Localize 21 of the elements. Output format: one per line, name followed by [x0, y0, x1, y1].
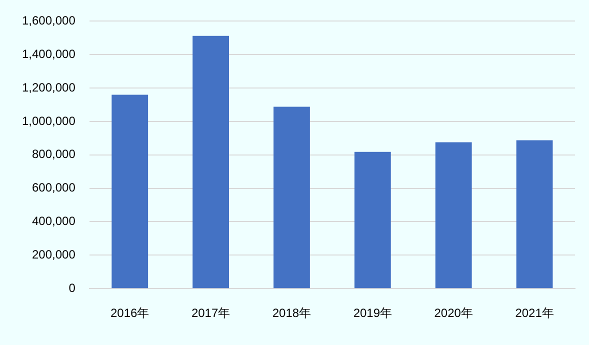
x-tick-label: 2016年: [110, 306, 150, 320]
x-tick-label: 2018年: [272, 306, 312, 320]
y-tick-label: 1,000,000: [22, 114, 76, 128]
bar: [192, 36, 229, 288]
bar: [435, 142, 472, 288]
x-tick-label: 2021年: [515, 306, 554, 320]
bar: [354, 152, 391, 288]
y-tick-label: 1,400,000: [22, 46, 76, 61]
y-tick-label: 200,000: [32, 247, 76, 262]
y-tick-label: 600,000: [32, 180, 76, 195]
bar: [516, 140, 553, 288]
y-tick-label: 800,000: [32, 147, 76, 162]
x-tick-label: 2020年: [434, 306, 473, 320]
bar: [274, 106, 310, 288]
x-tick-label: 2019年: [353, 306, 392, 320]
y-tick-label: 0: [68, 280, 76, 295]
bar: [112, 94, 148, 288]
y-tick-label: 1,200,000: [22, 80, 76, 94]
x-tick-label: 2017年: [191, 306, 230, 320]
y-tick-label: 400,000: [32, 214, 76, 228]
y-tick-label: 1,600,000: [22, 14, 76, 28]
